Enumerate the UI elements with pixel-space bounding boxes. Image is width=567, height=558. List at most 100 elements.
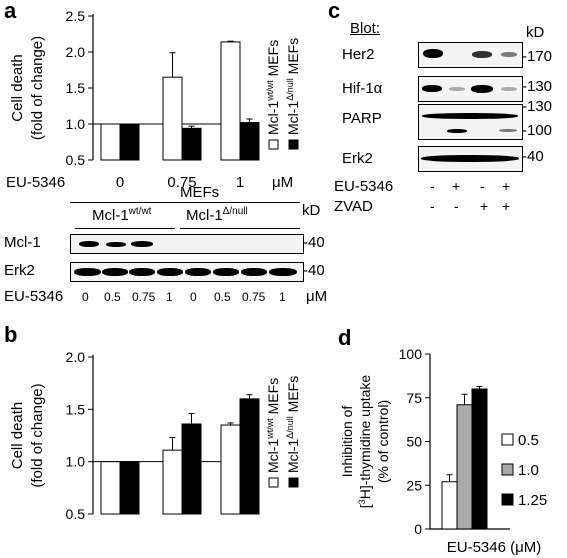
- band: [421, 155, 519, 162]
- group-wt-base: Mcl-1: [92, 207, 129, 224]
- group-null-sup: Δ/null: [222, 206, 248, 217]
- y-axis-label: Cell death: [9, 402, 26, 470]
- blot-a-group-wt-line: [75, 228, 175, 229]
- blot-c-sign: +: [502, 178, 511, 194]
- blot-c-marker: -40: [522, 148, 544, 165]
- blot-c-marker: -170: [522, 48, 553, 65]
- blot-c-sign: -: [480, 178, 485, 194]
- band: [74, 268, 101, 276]
- bar: [100, 461, 121, 515]
- blot-c-row-label: Erk2: [342, 150, 373, 167]
- blot-c-marker: -130: [522, 78, 553, 95]
- dose: 0.75: [242, 290, 266, 304]
- y-tick-label: 25: [406, 477, 422, 493]
- blot-c-sign: +: [480, 198, 489, 214]
- marker-value: 170: [527, 48, 553, 65]
- blot-a-doses: 0 0.5 0.75 1 0 0.5 0.75 1: [74, 290, 300, 306]
- blot-a-mcl1-marker: -40: [303, 234, 325, 251]
- marker-value: 40: [308, 234, 325, 251]
- y-tick-label: 75: [406, 390, 422, 406]
- bar: [471, 388, 488, 530]
- blot-c-her2-strip: [418, 42, 523, 68]
- bar: [162, 449, 183, 515]
- band: [269, 268, 297, 276]
- y-tick-label: 2.0: [66, 349, 86, 365]
- y-axis-label: Inhibition of: [339, 406, 355, 478]
- y-axis-label-line3: (% of control): [375, 400, 391, 483]
- group-wt-sup: wt/wt: [128, 206, 152, 217]
- band: [499, 129, 517, 132]
- bar: [220, 424, 241, 515]
- panel-label-b: b: [4, 322, 18, 347]
- blot-a-group-wt: Mcl-1wt/wt: [92, 206, 151, 224]
- panel-label-c: c: [328, 0, 341, 23]
- blot-c-kd: kD: [526, 24, 545, 41]
- legend-label: 1.25: [518, 492, 547, 509]
- bar: [441, 481, 458, 530]
- legend-label: Mcl-1wt/wt MEFs: [265, 40, 281, 135]
- dose: 0: [190, 290, 197, 304]
- dose: 1: [166, 290, 173, 304]
- blot-c-marker: -130: [522, 98, 553, 115]
- y-tick-label: 2.5: [66, 8, 86, 24]
- band: [185, 268, 211, 276]
- legend-swatch: [501, 493, 514, 506]
- blot-c-sign: -: [454, 198, 459, 214]
- blot-c-treatment-label: ZVAD: [334, 198, 373, 215]
- bar: [119, 123, 140, 161]
- band: [422, 113, 518, 119]
- unit-label: μM: [272, 174, 293, 190]
- y-axis-label-line2: [3H]-thymidine uptake: [357, 375, 373, 509]
- y-tick-label: 1.0: [66, 116, 86, 132]
- blot-a-erk2-marker: -40: [303, 262, 325, 279]
- dose: 0.75: [132, 290, 156, 304]
- category-label: 1: [236, 174, 244, 190]
- y-tick-label: 0: [414, 521, 422, 537]
- x-axis-label: EU-5346: [6, 174, 65, 190]
- marker-value: 40: [527, 148, 544, 165]
- blot-c-sign: +: [502, 198, 511, 214]
- y-axis-label-line2: (fold of change): [29, 36, 46, 140]
- band: [129, 268, 155, 276]
- blot-a-unit: μM: [306, 288, 328, 305]
- y-axis-label: Cell death: [9, 54, 26, 122]
- chart-a: 0.5 1.0 1.5 2.0 2.5 Cell death (fold of change…: [6, 8, 301, 190]
- band: [471, 85, 493, 93]
- panel-label-a: a: [4, 0, 17, 23]
- blot-c-sign: -: [430, 178, 435, 194]
- y-axis-label-line2: (fold of change): [29, 383, 46, 487]
- y-tick-label: 0.5: [66, 506, 86, 522]
- band: [102, 268, 128, 276]
- blot-c-erk2-strip: [418, 146, 523, 172]
- blot-a-kd: kD: [302, 202, 321, 219]
- marker-value: 130: [527, 98, 553, 115]
- y-tick-label: 0.5: [66, 152, 86, 168]
- band: [472, 51, 492, 58]
- blot-a-row-label: Mcl-1: [4, 234, 41, 251]
- blot-c-marker: -100: [522, 122, 553, 139]
- marker-value: 100: [527, 122, 553, 139]
- bar: [456, 404, 473, 530]
- band: [423, 49, 443, 58]
- legend-label: Mcl-1wt/wt MEFs: [265, 378, 281, 473]
- marker-value: 130: [527, 78, 553, 95]
- marker-value: 40: [308, 262, 325, 279]
- dose: 1: [279, 290, 286, 304]
- band: [213, 268, 239, 276]
- legend-swatch: [268, 477, 279, 488]
- band: [447, 129, 467, 133]
- legend-swatch: [288, 139, 299, 150]
- legend-label: 1.0: [518, 462, 539, 479]
- y-tick-label: 1.0: [66, 454, 86, 470]
- y-tick-label: 100: [399, 346, 423, 362]
- bar: [162, 76, 183, 161]
- blot-c-sign: +: [452, 178, 461, 194]
- panel-label-d: d: [338, 325, 352, 350]
- blot-c-sign: -: [430, 198, 435, 214]
- legend-swatch: [288, 477, 299, 488]
- legend-label: Mcl-1Δ/null MEFs: [285, 38, 301, 135]
- blot-c-treatment-label: EU-5346: [334, 178, 394, 195]
- category-label: 0.75: [167, 174, 196, 190]
- legend-label: 0.5: [518, 432, 539, 449]
